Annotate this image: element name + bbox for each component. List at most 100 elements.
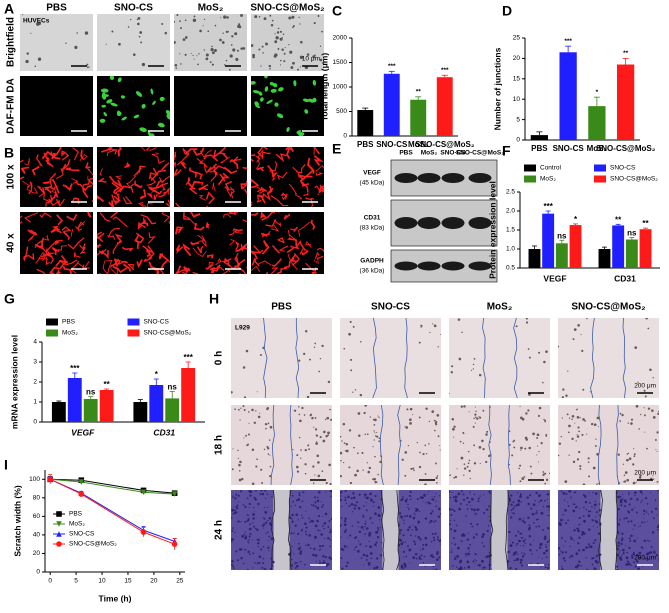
speck xyxy=(628,491,630,494)
tube xyxy=(251,258,260,267)
speck xyxy=(267,506,269,508)
speck xyxy=(428,420,431,423)
tube xyxy=(51,185,58,194)
speck xyxy=(652,415,656,419)
speck xyxy=(404,499,408,503)
speck xyxy=(312,55,316,59)
speck xyxy=(321,525,324,528)
speck xyxy=(174,40,176,44)
tube xyxy=(222,172,230,179)
speck xyxy=(467,462,470,465)
speck xyxy=(651,510,654,513)
speck xyxy=(644,431,646,433)
speck xyxy=(561,551,564,554)
tube xyxy=(158,252,164,260)
speck xyxy=(626,478,630,482)
speck xyxy=(625,545,627,547)
speck xyxy=(541,558,543,560)
speck xyxy=(478,446,482,449)
micrograph-content xyxy=(20,212,93,274)
significance: ns xyxy=(627,229,637,238)
speck xyxy=(482,409,485,412)
speck xyxy=(291,513,294,517)
tube xyxy=(97,194,105,203)
speck xyxy=(262,52,264,54)
speck xyxy=(369,416,371,418)
speck xyxy=(626,459,629,462)
tube xyxy=(238,273,241,274)
tube xyxy=(288,183,298,195)
speck xyxy=(378,416,380,419)
speck xyxy=(546,505,549,508)
speck xyxy=(357,452,359,455)
tube xyxy=(114,194,121,206)
speck xyxy=(301,514,303,516)
significance: * xyxy=(155,370,159,379)
scale-label: 200 μm xyxy=(634,383,656,390)
speck xyxy=(232,565,235,568)
speck xyxy=(404,474,407,477)
speck xyxy=(363,493,367,496)
speck xyxy=(576,434,578,436)
speck xyxy=(404,541,407,543)
speck xyxy=(242,366,246,369)
speck xyxy=(313,547,316,551)
speck xyxy=(239,460,242,464)
speck xyxy=(237,457,240,460)
speck xyxy=(231,508,234,512)
speck xyxy=(438,495,441,497)
speck xyxy=(625,556,629,560)
speck xyxy=(269,14,272,17)
speck xyxy=(235,550,238,553)
speck xyxy=(249,532,252,535)
cell xyxy=(302,138,310,144)
speck xyxy=(304,530,307,533)
speck xyxy=(450,551,453,553)
legend-marker xyxy=(56,511,62,517)
speck xyxy=(542,471,545,473)
speck xyxy=(105,43,107,45)
speck xyxy=(207,30,210,33)
speck xyxy=(373,566,376,570)
tube xyxy=(229,239,236,246)
speck xyxy=(360,525,364,529)
cell xyxy=(103,112,107,117)
speck xyxy=(239,419,241,421)
speck xyxy=(630,422,633,425)
tube xyxy=(82,180,90,187)
speck xyxy=(594,500,596,503)
speck xyxy=(306,395,310,398)
speck xyxy=(466,538,469,541)
tube xyxy=(251,212,259,217)
speck xyxy=(587,514,591,518)
speck xyxy=(587,510,590,513)
speck xyxy=(540,511,544,515)
speck xyxy=(634,491,637,494)
tube xyxy=(140,202,153,207)
speck xyxy=(266,406,270,410)
speck xyxy=(312,482,315,484)
speck xyxy=(549,472,550,475)
speck xyxy=(290,564,294,567)
speck xyxy=(454,543,457,546)
tube xyxy=(257,147,268,159)
speck xyxy=(657,490,659,492)
cell xyxy=(166,114,170,120)
micrograph-content xyxy=(251,14,324,71)
speck xyxy=(352,511,354,513)
speck xyxy=(635,511,638,514)
tube xyxy=(22,180,33,189)
speck xyxy=(473,462,477,465)
speck xyxy=(269,454,271,456)
speck xyxy=(520,558,523,562)
speck xyxy=(569,536,572,538)
speck xyxy=(657,528,659,531)
speck xyxy=(632,551,635,554)
speck xyxy=(330,418,332,421)
speck xyxy=(594,503,597,506)
legend-swatch xyxy=(524,164,536,172)
speck xyxy=(292,448,294,451)
speck xyxy=(348,505,351,507)
speck xyxy=(527,528,531,531)
speck xyxy=(574,565,578,569)
